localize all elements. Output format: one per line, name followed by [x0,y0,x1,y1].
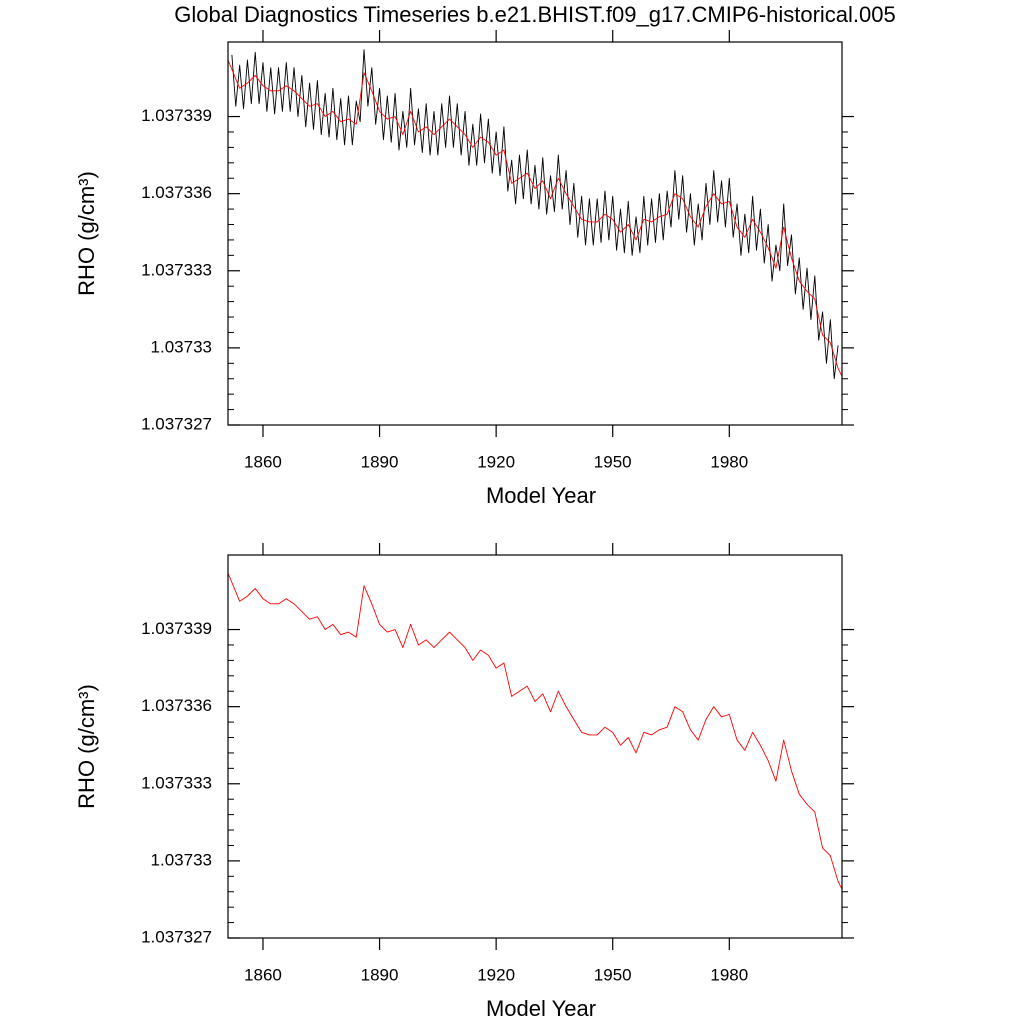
x-tick-label: 1890 [361,452,399,471]
x-tick-label: 1860 [244,452,282,471]
chart-title: Global Diagnostics Timeseries b.e21.BHIS… [174,2,895,27]
x-tick-label: 1920 [477,965,515,984]
x-axis-label: Model Year [486,483,596,508]
y-tick-label: 1.037327 [141,927,212,946]
x-tick-label: 1950 [594,965,632,984]
y-axis-label: RHO (g/cm³) [74,684,99,809]
y-tick-label: 1.037336 [141,696,212,715]
y-tick-label: 1.037333 [141,260,212,279]
plot-frame [227,554,843,939]
data-line [231,49,839,380]
x-tick-label: 1980 [710,965,748,984]
data-line [227,572,843,890]
panel: Global Diagnostics Timeseries b.e21.BHIS… [74,2,896,508]
x-axis-label: Model Year [486,996,596,1021]
y-tick-label: 1.03733 [151,337,212,356]
y-tick-label: 1.037333 [141,773,212,792]
data-line [227,59,843,377]
panel: 1.037327 1.03733 1.037333 1.037336 1.037339 1… [74,543,854,1021]
y-axis-label: RHO (g/cm³) [74,171,99,296]
x-tick-label: 1860 [244,965,282,984]
y-tick-label: 1.03733 [151,850,212,869]
plot-frame [227,41,843,426]
y-tick-label: 1.037327 [141,414,212,433]
y-tick-label: 1.037339 [141,619,212,638]
y-tick-label: 1.037336 [141,183,212,202]
x-tick-label: 1920 [477,452,515,471]
x-tick-label: 1890 [361,965,399,984]
x-tick-label: 1950 [594,452,632,471]
y-tick-label: 1.037339 [141,106,212,125]
x-tick-label: 1980 [710,452,748,471]
